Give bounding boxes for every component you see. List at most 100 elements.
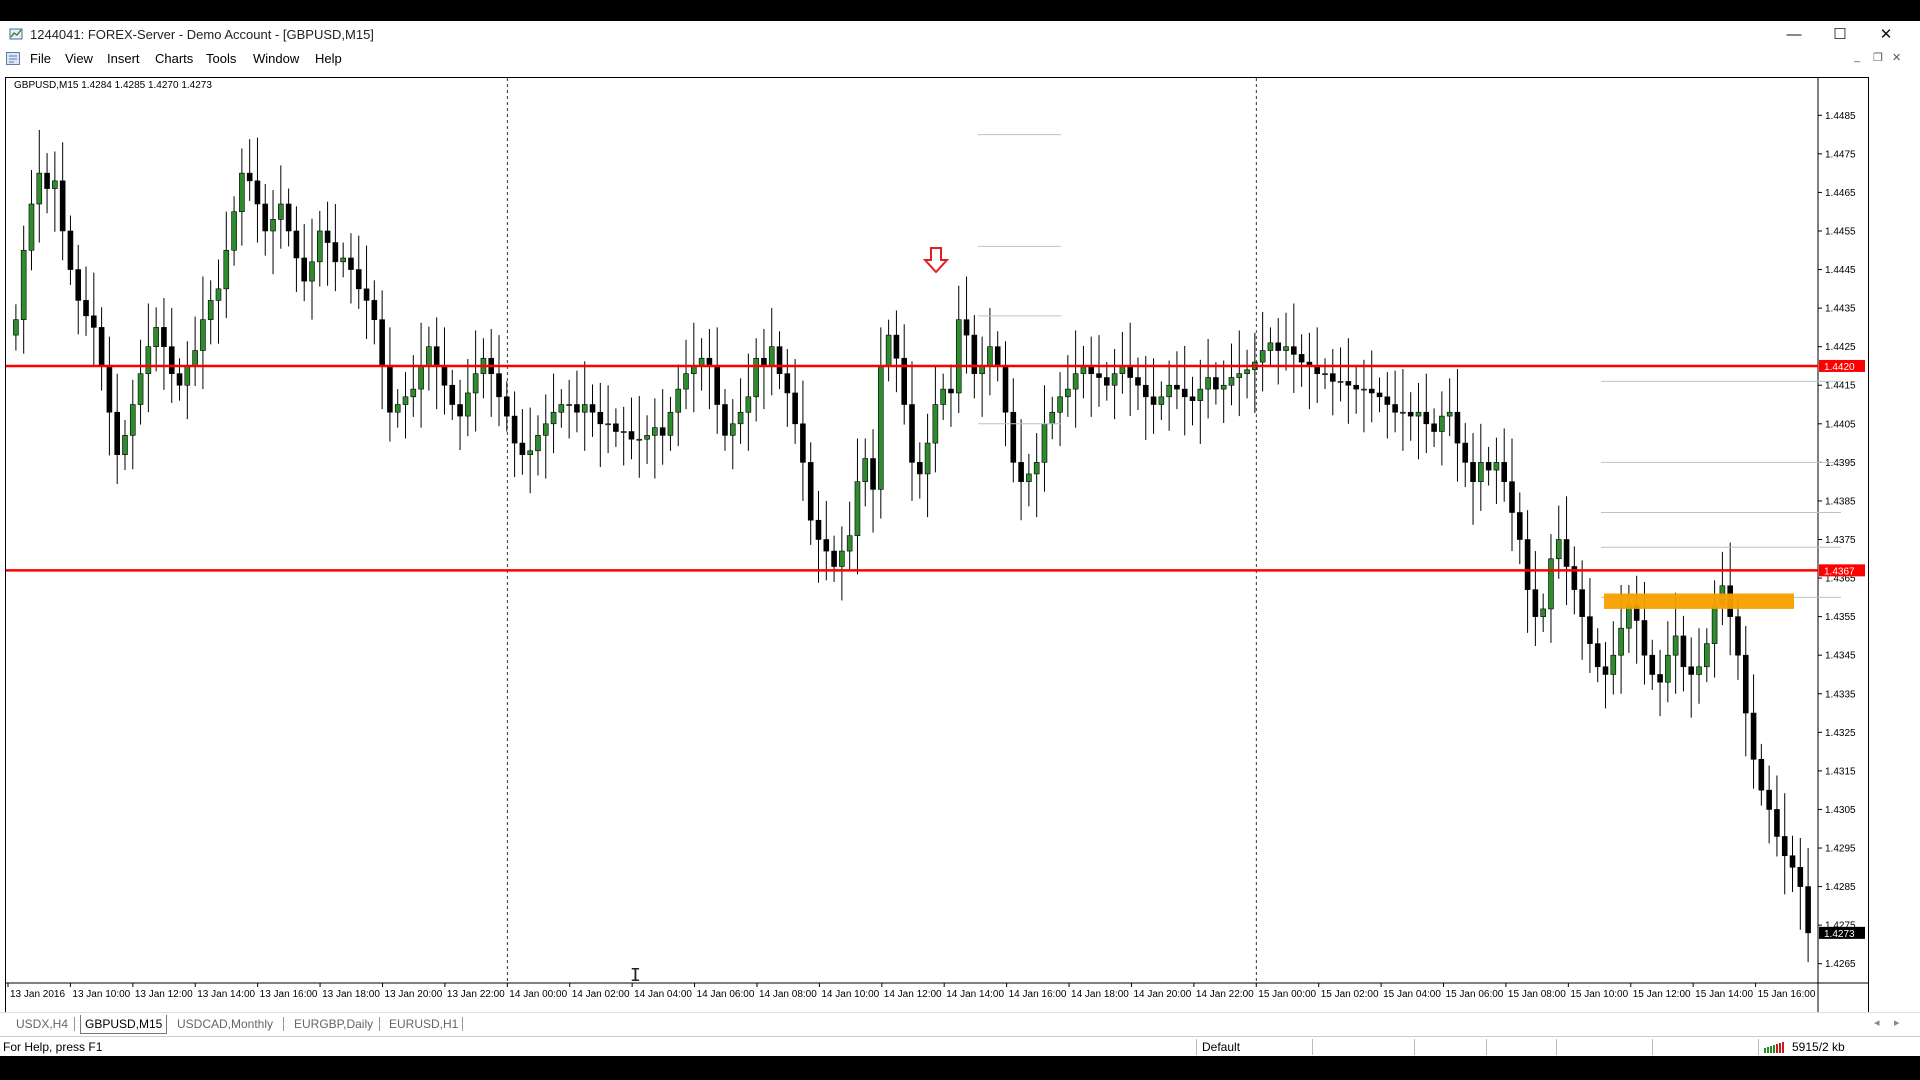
candle-body [1072, 373, 1079, 390]
window-title: 1244041: FOREX-Server - Demo Account - [… [30, 27, 374, 42]
candle-body [1244, 369, 1250, 374]
candle-body [1353, 384, 1359, 390]
tab-gbpusd-m15[interactable]: GBPUSD,M15 [80, 1015, 168, 1034]
time-tick-label: 13 Jan 14:00 [197, 989, 255, 1000]
candle-body [1742, 654, 1749, 714]
candle-body [846, 535, 853, 552]
candle-body [1197, 388, 1204, 401]
close-button[interactable]: ✕ [1879, 26, 1893, 43]
menu-file[interactable]: File [30, 51, 51, 66]
candle-body [784, 373, 791, 394]
terminal-window: 1244041: FOREX-Server - Demo Account - [… [0, 21, 1920, 1056]
candle-body [940, 388, 946, 405]
candle-body [309, 261, 315, 282]
candle-body [1150, 396, 1157, 405]
time-tick-label: 15 Jan 06:00 [1446, 989, 1504, 1000]
candle-body [729, 423, 736, 436]
minimize-button[interactable]: — [1786, 26, 1802, 43]
price-tick-label: 1.4465 [1825, 188, 1856, 199]
candle-body [1002, 365, 1009, 413]
candle-body [1478, 462, 1484, 482]
candle-body [1711, 604, 1718, 644]
tabs-scroll-right-button[interactable]: ▸ [1894, 1017, 1900, 1029]
candle-body [659, 427, 666, 436]
price-tick-label: 1.4385 [1825, 496, 1856, 507]
candle-body [1680, 635, 1687, 668]
price-tick-label: 1.4345 [1825, 651, 1856, 662]
candle-body [1181, 388, 1188, 398]
price-tick-label: 1.4395 [1825, 458, 1856, 469]
price-tick-label: 1.4375 [1825, 535, 1856, 546]
time-tick-label: 14 Jan 00:00 [509, 989, 567, 1000]
candle-body [1493, 462, 1500, 471]
time-tick-label: 15 Jan 08:00 [1508, 989, 1566, 1000]
tabs-scroll-left-button[interactable]: ◂ [1874, 1017, 1880, 1029]
candle-body [1104, 377, 1110, 386]
time-tick-label: 14 Jan 04:00 [634, 989, 692, 1000]
menu-insert[interactable]: Insert [107, 51, 140, 66]
candle-body [574, 404, 580, 413]
candle-body [192, 350, 198, 367]
menu-window[interactable]: Window [253, 51, 300, 66]
tab-eurgbp-daily[interactable]: EURGBP,Daily [294, 1017, 374, 1031]
candle-body [792, 392, 798, 425]
candle-body [1142, 384, 1149, 398]
menu-charts[interactable]: Charts [155, 51, 194, 66]
status-divider [1196, 1039, 1197, 1055]
candle-body [901, 357, 908, 405]
candle-body [1641, 620, 1648, 656]
candle-body [644, 435, 650, 440]
candle-body [83, 300, 89, 317]
mdi-minimize-button[interactable]: _ [1854, 51, 1861, 63]
candle-body [1454, 411, 1461, 444]
status-divider [1652, 1039, 1653, 1055]
tab-eurusd-h1[interactable]: EURUSD,H1 [389, 1017, 459, 1031]
candle-body [628, 431, 635, 440]
candle-body [1524, 539, 1531, 590]
chart-canvas[interactable]: 1.4485 1.4475 1.4465 1.4455 1.4445 1.4435 1.44… [6, 78, 1868, 1013]
price-tick-label: 1.4415 [1825, 381, 1856, 392]
candle-body [1555, 539, 1562, 560]
maximize-button[interactable]: ☐ [1833, 26, 1847, 43]
candle-body [1259, 350, 1266, 363]
candle-body [1345, 381, 1352, 386]
candle-body [301, 257, 308, 282]
candle-body [768, 346, 775, 367]
menu-help[interactable]: Help [315, 51, 342, 66]
tab-usdx-h4[interactable]: USDX,H4 [16, 1017, 69, 1031]
candle-body [1470, 462, 1476, 482]
candle-body [714, 365, 720, 405]
menu-view[interactable]: View [65, 51, 93, 66]
candle-body [1322, 373, 1328, 375]
time-tick-label: 13 Jan 12:00 [135, 989, 193, 1000]
candle-body [527, 450, 533, 455]
candle-body [1267, 342, 1274, 351]
candle-body [278, 203, 284, 220]
candle-body [348, 257, 354, 270]
candle-body [402, 396, 409, 405]
candle-body [1781, 836, 1788, 857]
candle-body [511, 415, 518, 444]
candle-body [1384, 396, 1391, 405]
current-price-box [1819, 926, 1865, 939]
candle-body [106, 365, 113, 413]
candle-body [870, 458, 876, 490]
price-chart[interactable]: 1.4485 1.4475 1.4465 1.4455 1.4445 1.4435 1.44… [5, 77, 1869, 1014]
candle-body [1010, 411, 1017, 463]
candle-body [316, 230, 323, 263]
candle-body [1392, 404, 1398, 413]
candle-body [75, 269, 82, 301]
mdi-close-button[interactable]: ✕ [1892, 52, 1902, 64]
candle-body [1485, 462, 1492, 471]
time-tick-label: 13 Jan 20:00 [384, 989, 442, 1000]
candle-body [91, 315, 97, 328]
candle-body [449, 384, 456, 405]
tab-usdcad-monthly[interactable]: USDCAD,Monthly [177, 1017, 274, 1031]
candle-body [1532, 589, 1539, 617]
time-tick-label: 15 Jan 16:00 [1758, 989, 1816, 1000]
tab-separator [379, 1017, 380, 1031]
mdi-restore-button[interactable]: ❐ [1873, 52, 1883, 64]
candle-body [44, 172, 50, 189]
menu-tools[interactable]: Tools [206, 51, 237, 66]
chart-tabs-bar: USDX,H4 GBPUSD,M15 USDCAD,Monthly EURGBP… [0, 1012, 1920, 1035]
